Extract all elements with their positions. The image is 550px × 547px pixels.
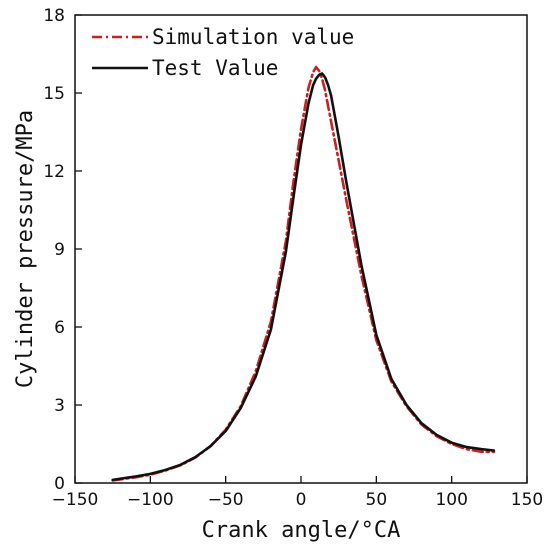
y-tick-label: 0 xyxy=(54,474,65,494)
legend-label-test: Test Value xyxy=(152,56,278,80)
y-tick-label: 9 xyxy=(54,240,65,260)
y-axis-title: Cylinder pressure/MPa xyxy=(13,110,38,388)
x-tick-label: 150 xyxy=(511,490,543,510)
x-tick-label: 0 xyxy=(296,490,307,510)
y-tick-label: 15 xyxy=(43,84,65,104)
legend: Simulation value Test Value xyxy=(92,25,354,80)
y-tick-label: 12 xyxy=(43,162,65,182)
x-tick-label: −50 xyxy=(208,490,244,510)
x-tick-label: −100 xyxy=(127,490,174,510)
x-tick-label: 50 xyxy=(366,490,388,510)
x-tick-label: 100 xyxy=(435,490,467,510)
x-tick-label: −150 xyxy=(52,490,99,510)
legend-label-simulation: Simulation value xyxy=(152,25,354,49)
y-tick-label: 3 xyxy=(54,396,65,416)
plot-area-frame xyxy=(74,14,528,484)
series-line-test xyxy=(111,72,496,482)
series-layer xyxy=(111,65,496,482)
y-tick-label: 18 xyxy=(43,6,65,26)
y-tick-label: 6 xyxy=(54,318,65,338)
x-axis-title: Crank angle/°CA xyxy=(202,518,401,543)
ticks-layer: −150 −100 −50 0 50 100 150 0 3 6 9 12 15 18 xyxy=(43,6,543,510)
